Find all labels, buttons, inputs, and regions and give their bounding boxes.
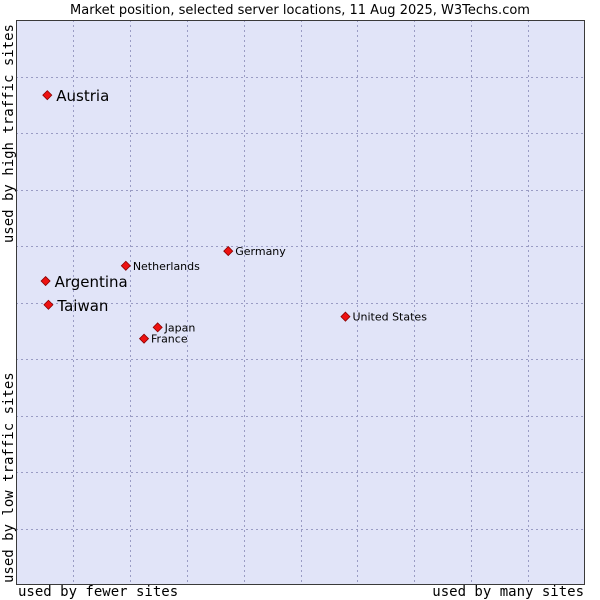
point-label-japan: Japan xyxy=(164,321,196,334)
point-label-united-states: United States xyxy=(352,311,427,324)
point-label-netherlands: Netherlands xyxy=(133,260,200,273)
grid-lines xyxy=(16,20,585,585)
data-point-germany: Germany xyxy=(223,245,286,258)
point-marker-germany xyxy=(223,246,234,257)
data-point-taiwan: Taiwan xyxy=(43,297,108,315)
point-marker-japan xyxy=(152,322,163,333)
x-axis-label-left: used by fewer sites xyxy=(18,584,178,600)
point-marker-taiwan xyxy=(43,299,54,310)
point-label-germany: Germany xyxy=(235,245,286,258)
point-marker-netherlands xyxy=(120,260,131,271)
plot-frame xyxy=(16,20,585,585)
data-points: Austria Argentina Taiwan Netherlands Germany… xyxy=(40,87,427,346)
point-label-argentina: Argentina xyxy=(55,273,128,291)
data-point-netherlands: Netherlands xyxy=(120,260,200,273)
x-axis-label-right: used by many sites xyxy=(432,584,584,600)
data-point-japan: Japan xyxy=(152,321,196,334)
point-marker-united-states xyxy=(340,311,351,322)
point-label-france: France xyxy=(151,333,188,346)
plot-background xyxy=(16,20,585,585)
point-marker-austria xyxy=(42,90,53,101)
chart-title: Market position, selected server locatio… xyxy=(70,3,530,18)
data-point-austria: Austria xyxy=(42,87,109,105)
data-point-argentina: Argentina xyxy=(40,273,128,291)
data-point-france: France xyxy=(138,333,188,346)
y-axis-label-top: used by high traffic sites xyxy=(1,24,17,243)
y-axis-label-bottom: used by low traffic sites xyxy=(1,372,17,583)
point-label-taiwan: Taiwan xyxy=(56,297,108,315)
data-point-united-states: United States xyxy=(340,311,427,324)
point-marker-argentina xyxy=(40,275,51,287)
point-label-austria: Austria xyxy=(56,87,109,105)
point-marker-france xyxy=(138,333,150,344)
